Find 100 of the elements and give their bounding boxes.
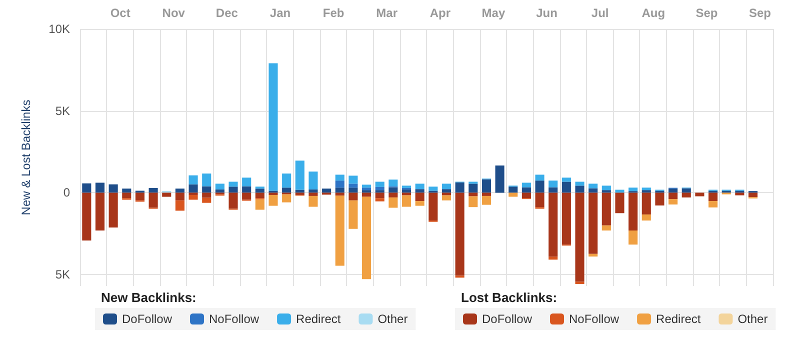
x-tick-label: Aug [642, 6, 666, 20]
bar [108, 192, 118, 228]
bar [175, 192, 184, 200]
bar [335, 180, 344, 188]
bar [322, 188, 332, 193]
bar [228, 192, 238, 209]
bar [548, 192, 558, 257]
bar [308, 189, 318, 193]
bar [402, 192, 412, 196]
bar [202, 198, 212, 203]
x-tick-label: Nov [162, 6, 186, 20]
bar [442, 189, 452, 193]
bar [535, 180, 544, 193]
bar [482, 192, 491, 196]
legend-label: Redirect [296, 312, 342, 326]
bar [468, 196, 478, 208]
bar [575, 282, 584, 284]
bar [268, 194, 278, 206]
bar [575, 182, 584, 186]
bar [468, 192, 478, 196]
bar [362, 184, 372, 188]
bar [348, 184, 358, 188]
bar [348, 176, 358, 184]
legend-label: Other [738, 312, 768, 326]
bar [295, 160, 304, 190]
bar [362, 196, 372, 280]
bar [148, 188, 158, 193]
legend-label: Redirect [656, 312, 702, 326]
bar [615, 192, 624, 214]
bar [335, 196, 344, 266]
bar [615, 190, 624, 193]
bar [642, 192, 651, 214]
bar [508, 186, 518, 193]
bar [522, 187, 531, 193]
bar [482, 179, 491, 193]
bar [375, 198, 384, 202]
bar [588, 188, 598, 193]
y-tick-label: 5K [55, 104, 70, 118]
bar [602, 192, 611, 226]
bar [362, 192, 372, 197]
legend-label: NoFollow [209, 312, 260, 326]
bar [442, 195, 452, 200]
bar [602, 190, 611, 193]
x-tick-label: Dec [216, 6, 238, 20]
bar [188, 175, 198, 184]
x-tick-label: Feb [322, 6, 344, 20]
text: Lost Backlinks: [461, 290, 558, 305]
text: New Backlinks: [101, 290, 196, 305]
y-tick-label: 5K [55, 268, 70, 282]
bar [255, 192, 264, 198]
bar [215, 189, 224, 193]
bar [655, 192, 664, 206]
bar [175, 200, 184, 211]
bar [602, 225, 611, 231]
bar [535, 174, 544, 181]
bar [628, 230, 638, 245]
bar [415, 201, 424, 206]
legend-label: DoFollow [122, 312, 172, 326]
bar [335, 192, 344, 196]
bar [522, 192, 531, 198]
bar [362, 190, 372, 193]
bar [495, 166, 504, 193]
bar [242, 192, 252, 200]
bar [628, 188, 638, 192]
bar [402, 189, 412, 193]
bar [135, 192, 144, 200]
bar [415, 184, 424, 190]
bar [295, 190, 304, 193]
bar [455, 192, 464, 276]
bar [108, 184, 118, 193]
bar [242, 178, 252, 186]
bar [455, 182, 464, 193]
bar [642, 190, 651, 193]
x-tick-label: Jun [536, 6, 558, 20]
bar [388, 192, 398, 198]
bar [188, 194, 198, 200]
bar [308, 196, 318, 207]
bar [362, 188, 372, 190]
y-tick-label: 10K [48, 22, 70, 36]
bar [588, 254, 598, 257]
bar [95, 182, 105, 193]
bar [548, 180, 558, 188]
bar [402, 195, 412, 207]
bar [442, 192, 452, 196]
bar [628, 192, 638, 231]
bar [562, 182, 571, 193]
bar [415, 192, 424, 202]
bar [202, 186, 212, 193]
bar [308, 192, 318, 196]
bar [428, 192, 438, 221]
bar [468, 184, 478, 193]
bar [282, 188, 292, 193]
legend-label: DoFollow [482, 312, 532, 326]
x-tick-label: May [482, 6, 506, 20]
bar [642, 188, 651, 190]
bar [255, 199, 264, 210]
x-tick-label: Mar [376, 6, 398, 20]
bar [188, 184, 198, 193]
bar [562, 192, 571, 245]
bar [375, 182, 384, 187]
